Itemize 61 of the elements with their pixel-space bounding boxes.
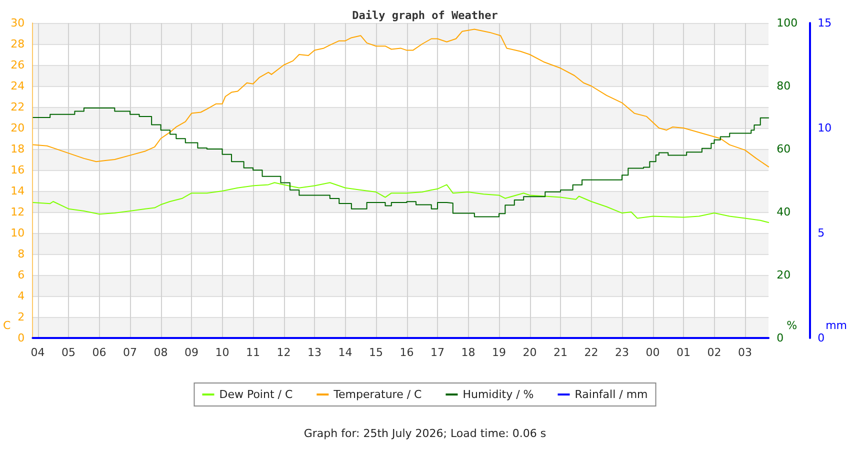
y-tick-label: 14 — [10, 184, 25, 198]
x-tick-label: 05 — [62, 346, 76, 359]
x-tick-label: 01 — [676, 346, 690, 359]
x-tick-label: 12 — [276, 346, 291, 359]
line-series — [32, 182, 770, 223]
y-tick-label: 10 — [10, 226, 25, 240]
y3-tick-label: 15 — [818, 16, 832, 30]
y-tick-label: 12 — [10, 206, 25, 218]
y2-tick-label: 60 — [776, 142, 791, 156]
x-tick-label: 14 — [338, 346, 352, 359]
y-axis-title: C — [2, 319, 11, 332]
x-tick-label: 21 — [554, 346, 568, 359]
y3-axis-title: mm — [826, 319, 848, 332]
x-tick-label: 00 — [646, 346, 660, 359]
x-tick-label: 18 — [461, 346, 476, 359]
y-tick-label: 8 — [18, 248, 25, 260]
y-tick-label: 0 — [18, 332, 25, 344]
y2-tick-label: 20 — [776, 268, 791, 282]
x-tick-label: 04 — [30, 346, 45, 359]
x-tick-label: 11 — [246, 346, 260, 359]
x-tick-label: 10 — [215, 346, 230, 359]
x-tick-label: 19 — [492, 346, 506, 359]
y-tick-label: 28 — [10, 38, 25, 50]
x-tick-label: 13 — [308, 346, 322, 359]
y2-tick-label: 100 — [776, 16, 798, 30]
x-tick-label: 22 — [584, 346, 598, 359]
x-tick-label: 03 — [738, 346, 752, 359]
y-tick-label: 26 — [10, 58, 25, 72]
y-tick-label: 24 — [10, 80, 25, 92]
y-tick-label: 4 — [18, 290, 25, 302]
x-tick-label: 16 — [400, 346, 414, 359]
legend-label: Humidity / % — [462, 388, 534, 401]
x-tick-label: 23 — [615, 346, 630, 359]
legend-label: Temperature / C — [332, 388, 422, 401]
y2-tick-label: 0 — [776, 332, 784, 344]
x-tick-label: 06 — [92, 346, 106, 359]
y3-tick-label: 5 — [818, 226, 825, 240]
y-tick-label: 2 — [18, 310, 25, 324]
y-tick-label: 22 — [10, 100, 25, 114]
y3-tick-label: 10 — [818, 122, 832, 134]
legend-label: Rainfall / mm — [574, 388, 648, 401]
x-tick-label: 08 — [154, 346, 168, 359]
x-tick-label: 02 — [707, 346, 722, 359]
y3-tick-label: 0 — [818, 332, 825, 344]
x-tick-label: 20 — [522, 346, 537, 359]
y-tick-label: 16 — [10, 164, 25, 176]
y-tick-label: 6 — [18, 268, 25, 282]
x-tick-label: 15 — [369, 346, 384, 359]
x-tick-label: 07 — [123, 346, 138, 359]
legend-label: Dew Point / C — [219, 388, 293, 401]
y-tick-label: 20 — [10, 122, 25, 134]
text: Graph for: 25th July 2026; Load time: 0.06 s — [304, 427, 546, 440]
line-series — [32, 28, 770, 168]
y-tick-label: 18 — [10, 142, 25, 156]
y2-tick-label: 40 — [776, 206, 791, 218]
y-tick-label: 30 — [10, 16, 25, 30]
x-tick-label: 09 — [184, 346, 199, 359]
y2-axis-title: % — [786, 319, 798, 332]
x-tick-label: 17 — [430, 346, 445, 359]
chart-title: Daily graph of Weather — [352, 9, 498, 22]
y2-tick-label: 80 — [776, 80, 791, 92]
